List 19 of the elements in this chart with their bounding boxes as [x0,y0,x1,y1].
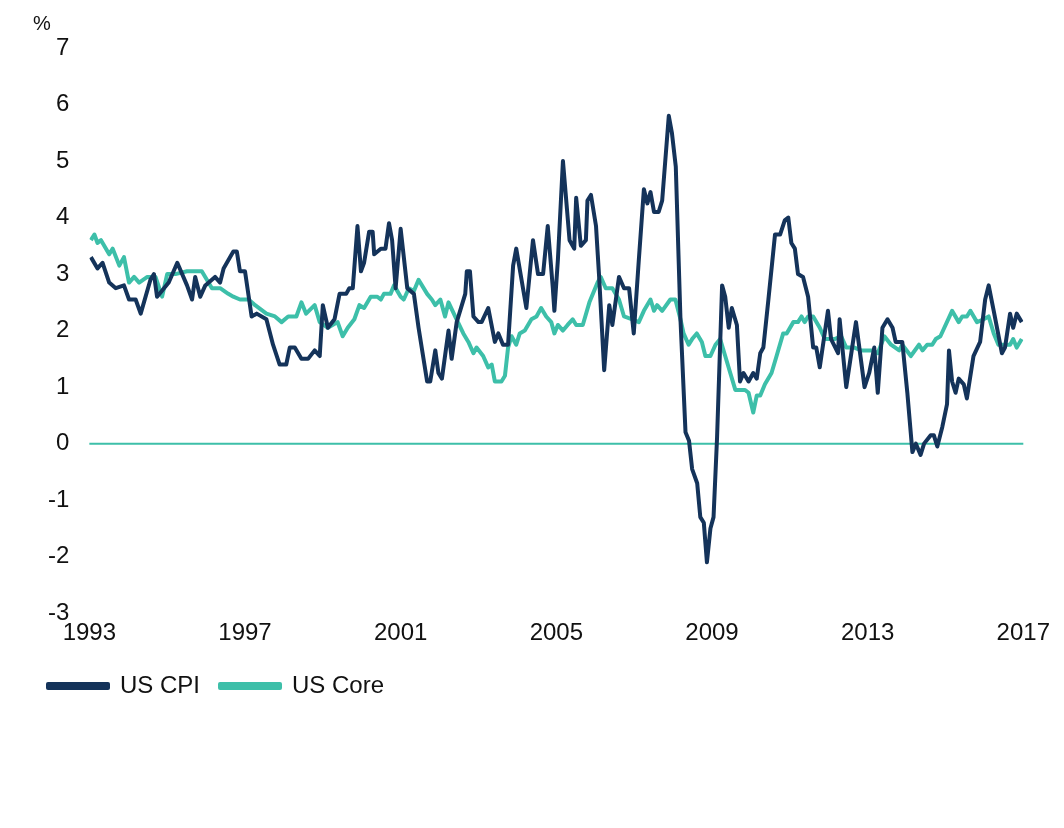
x-tick-label: 2013 [840,618,895,646]
y-tick-label: -2 [48,541,70,569]
legend-label: US Core [292,670,385,698]
y-tick-label: 6 [55,89,70,117]
x-tick-label: 2009 [685,618,739,646]
x-tick-label: 2017 [996,618,1050,646]
y-tick-label: 1 [55,371,70,399]
y-tick-label: 7 [55,32,70,60]
y-tick-label: -1 [48,484,70,512]
y-tick-label: 2 [55,315,70,343]
y-axis-title: % [33,11,52,34]
y-tick-label: 3 [55,258,70,286]
y-tick-label: 4 [55,202,70,230]
y-tick-label: 5 [55,145,70,173]
y-tick-label: 0 [55,428,70,456]
legend-label: US CPI [120,670,201,698]
x-tick-label: 1997 [218,618,272,646]
x-tick-label: 2001 [373,618,428,646]
x-tick-label: 2005 [529,618,584,646]
